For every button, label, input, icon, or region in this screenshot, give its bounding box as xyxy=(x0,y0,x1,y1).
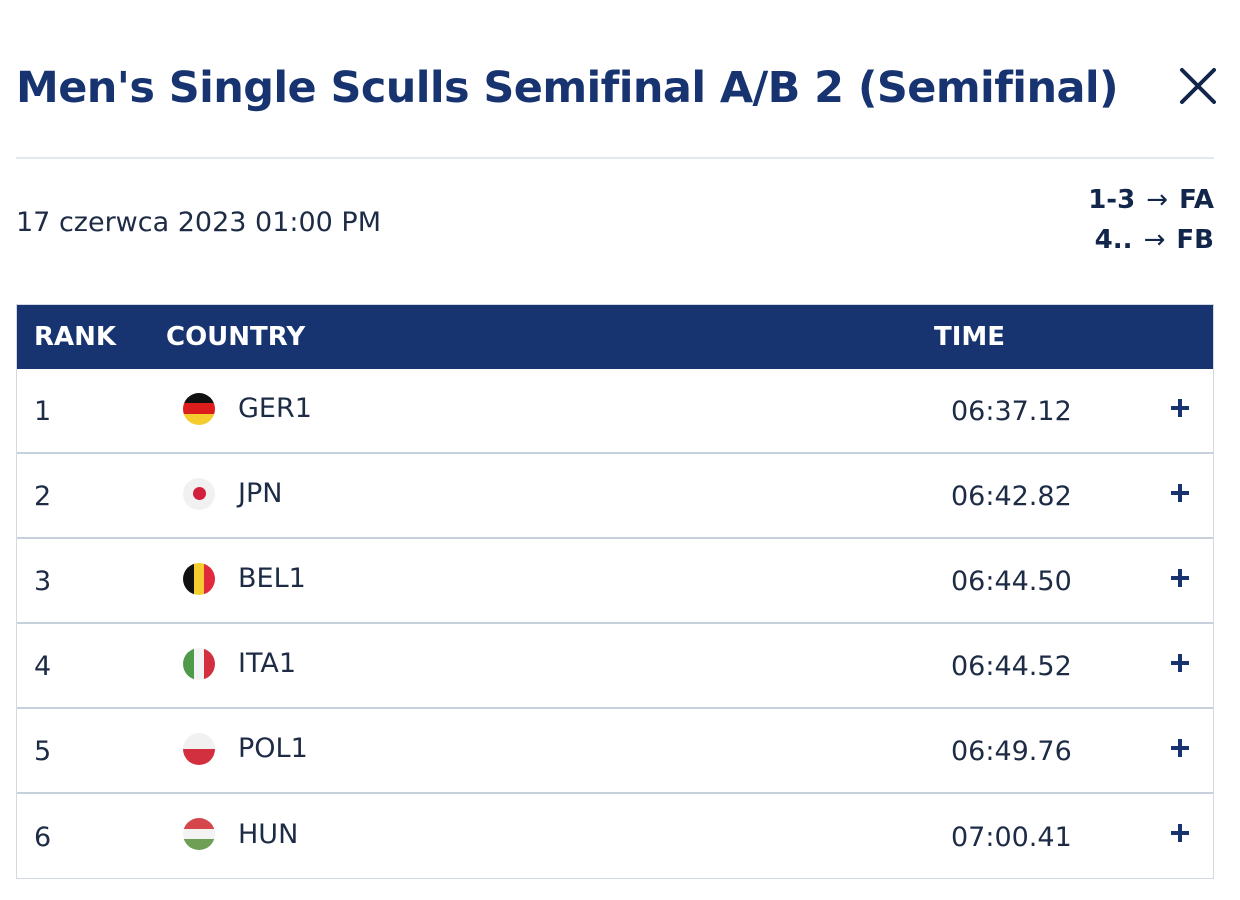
country-code: POL1 xyxy=(238,733,308,764)
country-code: JPN xyxy=(238,478,283,509)
time-header: TIME xyxy=(934,322,1006,352)
rank-cell: 2 xyxy=(34,481,52,512)
country-code: GER1 xyxy=(238,393,312,424)
expand-row-button[interactable] xyxy=(1151,822,1209,844)
plus-icon xyxy=(1171,483,1189,502)
progression-rule: 4.. → FB xyxy=(1088,220,1214,260)
plus-icon xyxy=(1171,398,1189,417)
time-cell: 06:44.52 xyxy=(951,651,1072,682)
country-header: COUNTRY xyxy=(166,322,306,352)
country-cell: BEL1 xyxy=(183,562,951,595)
country-code: BEL1 xyxy=(238,563,306,594)
belgium-flag-icon xyxy=(183,562,215,595)
close-button[interactable] xyxy=(1170,58,1226,114)
rank-cell: 1 xyxy=(34,396,52,427)
table-row: 2 JPN 06:42.82 xyxy=(17,454,1213,539)
arrow-right-icon: → xyxy=(1143,225,1166,255)
time-cell: 06:49.76 xyxy=(951,736,1072,767)
time-cell: 06:37.12 xyxy=(951,396,1072,427)
country-cell: POL1 xyxy=(183,732,951,765)
table-row: 6 HUN 07:00.41 xyxy=(17,794,1213,878)
rank-cell: 3 xyxy=(34,566,52,597)
table-row: 5 POL1 06:49.76 xyxy=(17,709,1213,794)
results-table: RANK COUNTRY TIME 1 GER1 06:37.12 2 xyxy=(16,304,1214,879)
race-title: Men's Single Sculls Semifinal A/B 2 (Sem… xyxy=(16,63,1119,113)
table-row: 3 BEL1 06:44.50 xyxy=(17,539,1213,624)
country-code: ITA1 xyxy=(238,648,297,679)
country-cell: JPN xyxy=(183,477,951,510)
rank-cell: 4 xyxy=(34,651,52,682)
header-divider xyxy=(16,157,1214,159)
close-icon xyxy=(1180,68,1216,104)
expand-row-button[interactable] xyxy=(1151,397,1209,419)
rank-header: RANK xyxy=(34,322,117,352)
plus-icon xyxy=(1171,568,1189,587)
time-cell: 06:44.50 xyxy=(951,566,1072,597)
country-code: HUN xyxy=(238,818,299,850)
time-cell: 07:00.41 xyxy=(951,821,1072,853)
progression-range: 4.. xyxy=(1094,225,1133,255)
expand-row-button[interactable] xyxy=(1151,737,1209,759)
progression-rules: 1-3 → FA 4.. → FB xyxy=(1088,180,1214,260)
plus-icon xyxy=(1171,653,1189,672)
table-row: 1 GER1 06:37.12 xyxy=(17,369,1213,454)
plus-icon xyxy=(1171,824,1189,842)
japan-flag-icon xyxy=(183,477,215,510)
arrow-right-icon: → xyxy=(1146,185,1169,215)
hungary-flag-icon xyxy=(183,818,215,850)
table-row: 4 ITA1 06:44.52 xyxy=(17,624,1213,709)
race-datetime: 17 czerwca 2023 01:00 PM xyxy=(16,207,381,238)
expand-row-button[interactable] xyxy=(1151,652,1209,674)
rank-cell: 5 xyxy=(34,736,52,767)
progression-target: FA xyxy=(1179,185,1214,215)
table-header: RANK COUNTRY TIME xyxy=(17,305,1213,369)
plus-icon xyxy=(1171,738,1189,757)
expand-row-button[interactable] xyxy=(1151,567,1209,589)
progression-rule: 1-3 → FA xyxy=(1088,180,1214,220)
country-cell: ITA1 xyxy=(183,647,951,680)
country-cell: HUN xyxy=(183,818,951,850)
rank-cell: 6 xyxy=(34,821,52,853)
time-cell: 06:42.82 xyxy=(951,481,1072,512)
expand-row-button[interactable] xyxy=(1151,482,1209,504)
progression-target: FB xyxy=(1176,225,1214,255)
italy-flag-icon xyxy=(183,647,215,680)
germany-flag-icon xyxy=(183,392,215,425)
poland-flag-icon xyxy=(183,732,215,765)
progression-range: 1-3 xyxy=(1088,185,1136,215)
country-cell: GER1 xyxy=(183,392,951,425)
